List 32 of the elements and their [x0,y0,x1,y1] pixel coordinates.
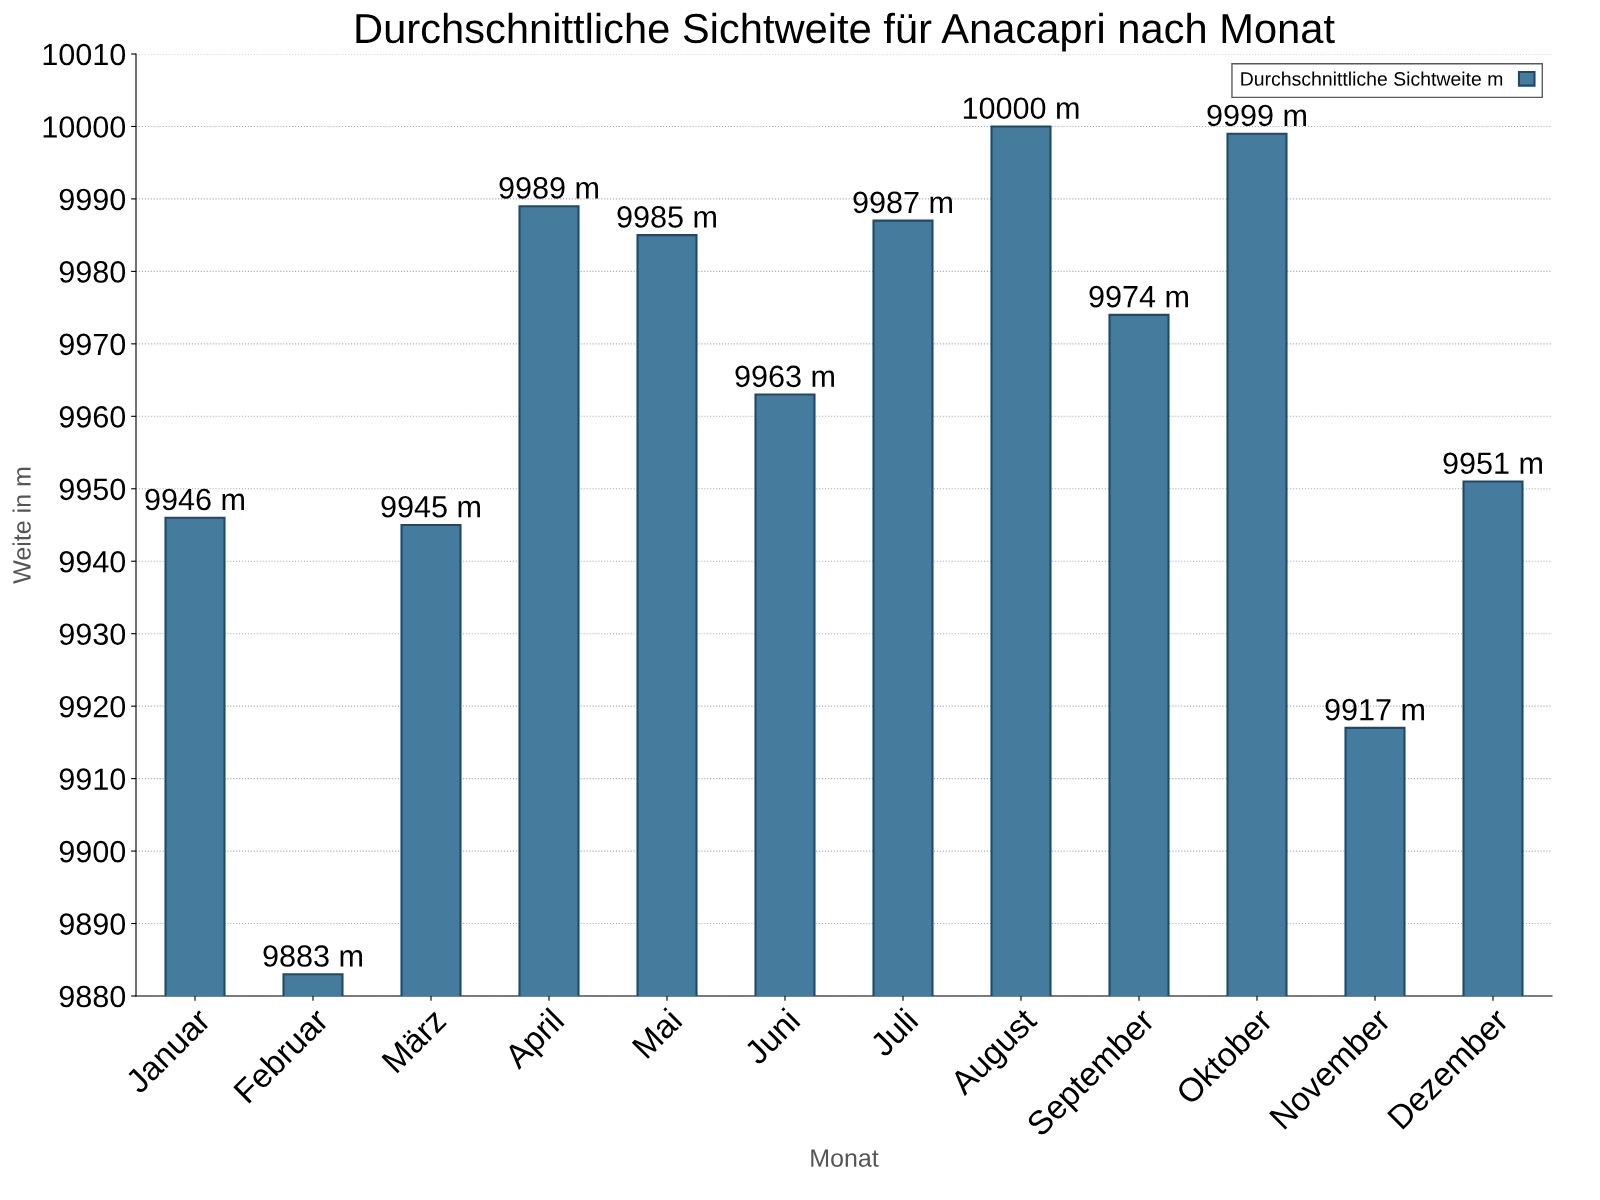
y-tick-label: 9920 [59,695,126,718]
y-tick-label: 9900 [59,840,126,863]
y-tick-label: 10000 [43,116,126,138]
y-tick-label: 9940 [59,550,126,573]
data-label: 10000 m [963,97,1079,120]
data-label: 9974 m [1089,285,1188,308]
data-label: 9985 m [617,206,716,228]
data-label: 9951 m [1443,452,1542,475]
data-label: 9963 m [735,365,834,388]
legend-label: Durchschnittliche Sichtweite m [1241,71,1503,86]
data-label: 9917 m [1325,698,1424,721]
y-tick-label: 9950 [59,478,126,501]
data-label: 9989 m [499,177,598,199]
data-label: 9987 m [853,191,952,214]
y-tick-label: 9910 [59,768,126,790]
chart-title: Durchschnittliche Sichtweite für Anacapri nach Monat [356,12,1335,52]
x-tick-label: Mai [630,1007,683,1060]
y-tick-label: 9960 [59,406,126,428]
y-tick-label: 9980 [59,261,126,283]
y-tick-label: 10010 [43,43,126,66]
data-label: 9999 m [1207,104,1306,127]
y-tick-label: 9930 [59,623,126,646]
data-label: 9946 m [145,488,244,511]
x-tick-label: Juli [868,1007,919,1059]
data-label: 9945 m [381,495,480,518]
y-tick-label: 9970 [59,333,126,356]
y-tick-label: 9880 [59,985,126,1008]
y-tick-label: 9990 [59,188,126,211]
data-label: 9883 m [263,945,362,967]
y-tick-label: 9890 [59,913,126,935]
x-axis-title: Monat [811,1149,879,1167]
y-axis-title: Weite in m [12,467,31,584]
